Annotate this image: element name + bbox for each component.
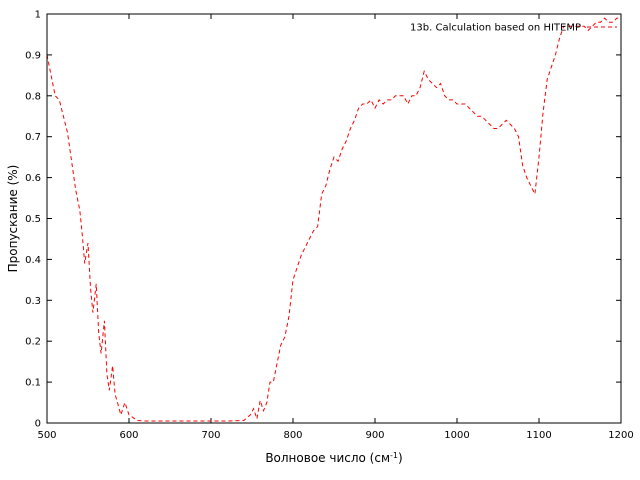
series-line — [46, 17, 621, 422]
x-tick-label: 800 — [283, 430, 302, 441]
y-tick-label: 0.3 — [25, 296, 41, 307]
x-axis-title: Волновое число (см-1) — [265, 451, 402, 466]
y-tick-label: 0.6 — [25, 173, 41, 184]
x-axis-title-close: ) — [398, 451, 403, 465]
y-tick-label: 0.7 — [25, 132, 41, 143]
legend-label: 13b. Calculation based on HITEMP — [410, 23, 581, 34]
x-tick-label: 600 — [119, 430, 138, 441]
x-tick-label: 1100 — [526, 430, 551, 441]
x-axis-title-main: Волновое число (см — [265, 451, 390, 465]
x-axis-title-superscript: -1 — [390, 451, 398, 460]
y-tick-label: 0.4 — [25, 255, 41, 266]
x-tick-label: 700 — [201, 430, 220, 441]
x-tick-label: 1200 — [608, 430, 633, 441]
y-tick-label: 0.1 — [25, 378, 41, 389]
y-tick-label: 0.9 — [25, 50, 41, 61]
y-tick-label: 0 — [35, 419, 41, 430]
x-tick-label: 900 — [365, 430, 384, 441]
y-tick-label: 0.5 — [25, 214, 41, 225]
y-tick-label: 1 — [35, 10, 41, 21]
plot-frame — [46, 13, 622, 424]
x-tick-label: 1000 — [444, 430, 469, 441]
y-tick-label: 0.2 — [25, 337, 41, 348]
y-tick-label: 0.8 — [25, 91, 41, 102]
ticks: 500 600 700 800 900 1000 1100 1200 0 0.1 0.2 0.3 0.4… — [25, 10, 634, 442]
x-tick-label: 500 — [37, 430, 56, 441]
y-axis-title: Пропускание (%) — [6, 165, 20, 273]
series-layer — [46, 17, 621, 422]
